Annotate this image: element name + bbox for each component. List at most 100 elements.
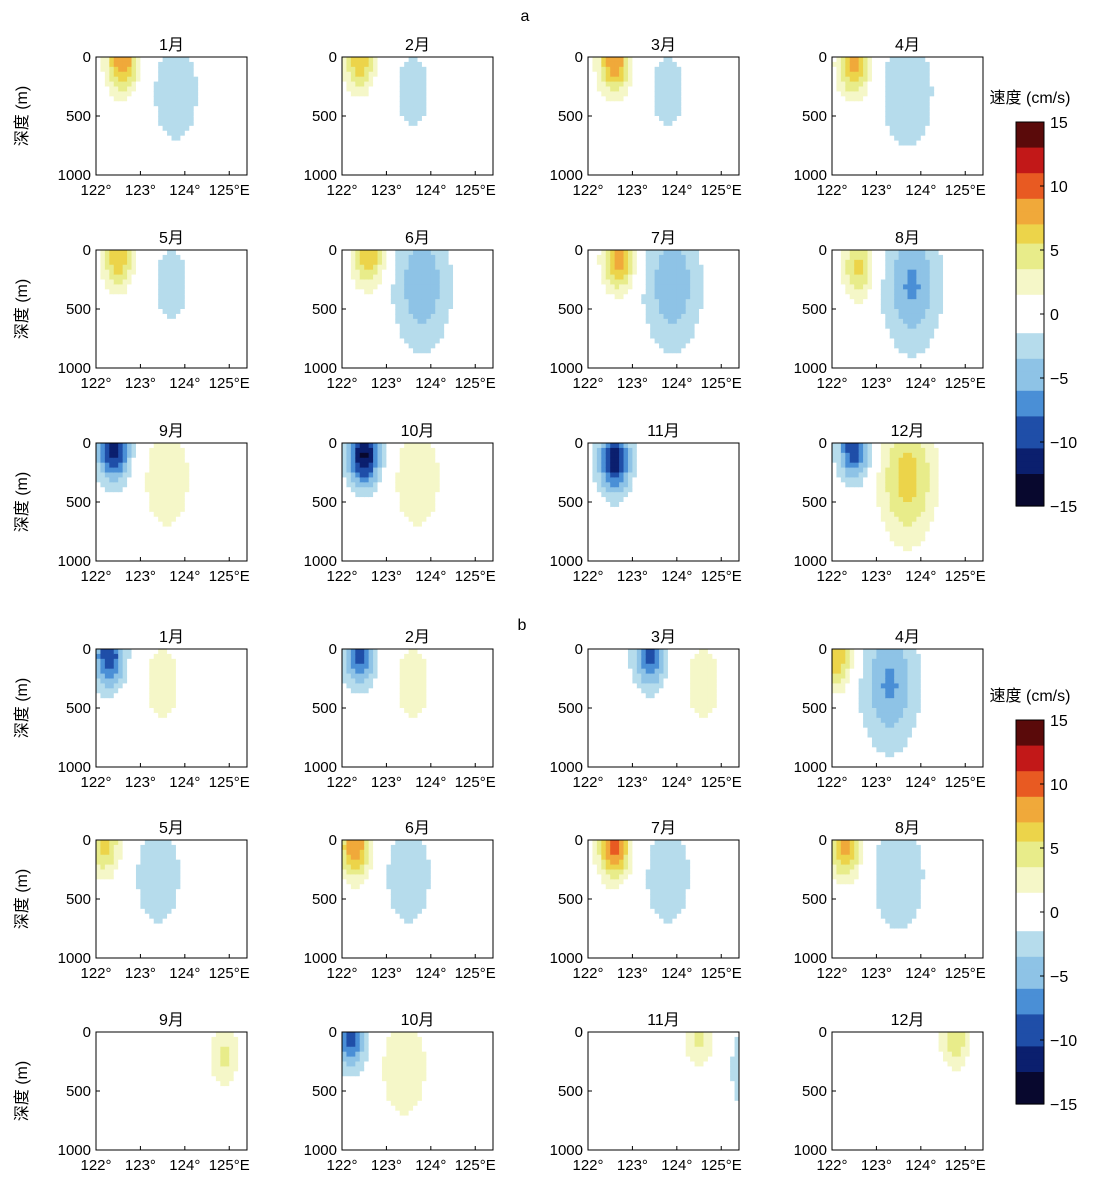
field-cell [404,323,410,330]
field-cell [158,284,164,290]
field-cell [350,328,356,335]
field-cell [153,76,159,83]
field-cell [381,309,388,315]
field-cell [974,57,980,63]
field-cell [596,57,602,63]
field-cell [880,71,886,78]
field-cell [417,160,423,166]
field-cell [238,125,244,132]
field-cell [974,101,980,107]
field-cell [158,289,164,295]
field-cell [925,61,931,68]
field-cell [193,289,199,295]
field-cell [381,150,388,156]
field-cell [667,106,673,112]
field-cell [676,86,682,93]
field-cell [960,96,966,102]
field-cell [734,101,739,107]
field-cell [690,125,696,132]
field-cell [885,106,891,112]
field-cell [175,120,181,127]
field-cell [421,294,427,300]
field-cell [421,111,427,117]
field-cell [229,323,235,330]
field-cell [889,140,895,147]
field-cell [974,160,980,166]
field-cell [435,155,441,161]
field-cell [220,150,226,156]
field-cell [956,81,962,88]
field-cell [417,313,423,320]
field-cell [592,150,598,156]
field-cell [100,155,106,161]
field-cell [346,279,352,286]
field-cell [703,170,709,175]
field-cell [916,130,922,137]
field-cell [965,125,971,132]
field-cell [242,264,247,271]
field-cell [140,313,146,320]
field-cell [676,150,682,156]
field-cell [439,304,445,310]
field-cell [96,101,102,107]
field-cell [215,145,221,152]
field-cell [100,309,106,315]
field-cell [426,353,432,359]
field-cell [100,353,106,359]
field-cell [636,165,642,171]
field-cell [229,363,235,368]
field-cell [960,106,966,112]
field-cell [470,101,476,107]
field-cell [189,57,195,63]
field-cell [947,125,953,132]
field-cell [636,120,642,127]
field-cell [871,130,878,137]
field-cell [215,309,221,315]
field-cell [413,259,419,266]
field-cell [716,116,722,122]
field-cell [636,86,642,93]
field-cell [140,96,146,102]
field-cell [162,61,168,68]
field-cell [202,111,208,117]
field-cell [127,81,133,88]
field-cell [690,76,696,83]
field-cell [596,61,602,68]
field-cell [871,125,878,132]
field-cell [426,294,432,300]
field-cell [619,111,625,117]
field-cell [707,145,713,152]
field-cell [346,61,352,68]
field-cell [470,318,476,325]
field-cell [404,130,410,137]
field-cell [118,116,124,122]
field-cell [703,150,709,156]
field-cell [596,125,602,132]
field-cell [386,358,392,364]
field-cell [342,313,348,320]
field-cell [588,106,594,112]
field-cell [386,313,392,320]
field-cell [960,71,966,78]
field-cell [439,106,445,112]
field-cell [965,96,971,102]
field-cell [167,348,173,354]
field-cell [461,254,467,261]
field-cell [466,254,472,261]
field-cell [947,145,953,152]
field-cell [224,120,230,127]
field-cell [184,274,190,281]
field-cell [435,91,441,97]
field-cell [180,120,186,127]
field-cell [435,250,441,256]
field-cell [444,170,450,175]
field-cell [207,81,213,88]
field-cell [171,91,177,97]
field-cell [364,140,370,147]
field-cell [368,358,374,364]
field-cell [171,289,177,295]
field-cell [368,155,374,161]
field-cell [355,76,361,83]
field-cell [202,338,208,345]
field-cell [233,343,239,349]
